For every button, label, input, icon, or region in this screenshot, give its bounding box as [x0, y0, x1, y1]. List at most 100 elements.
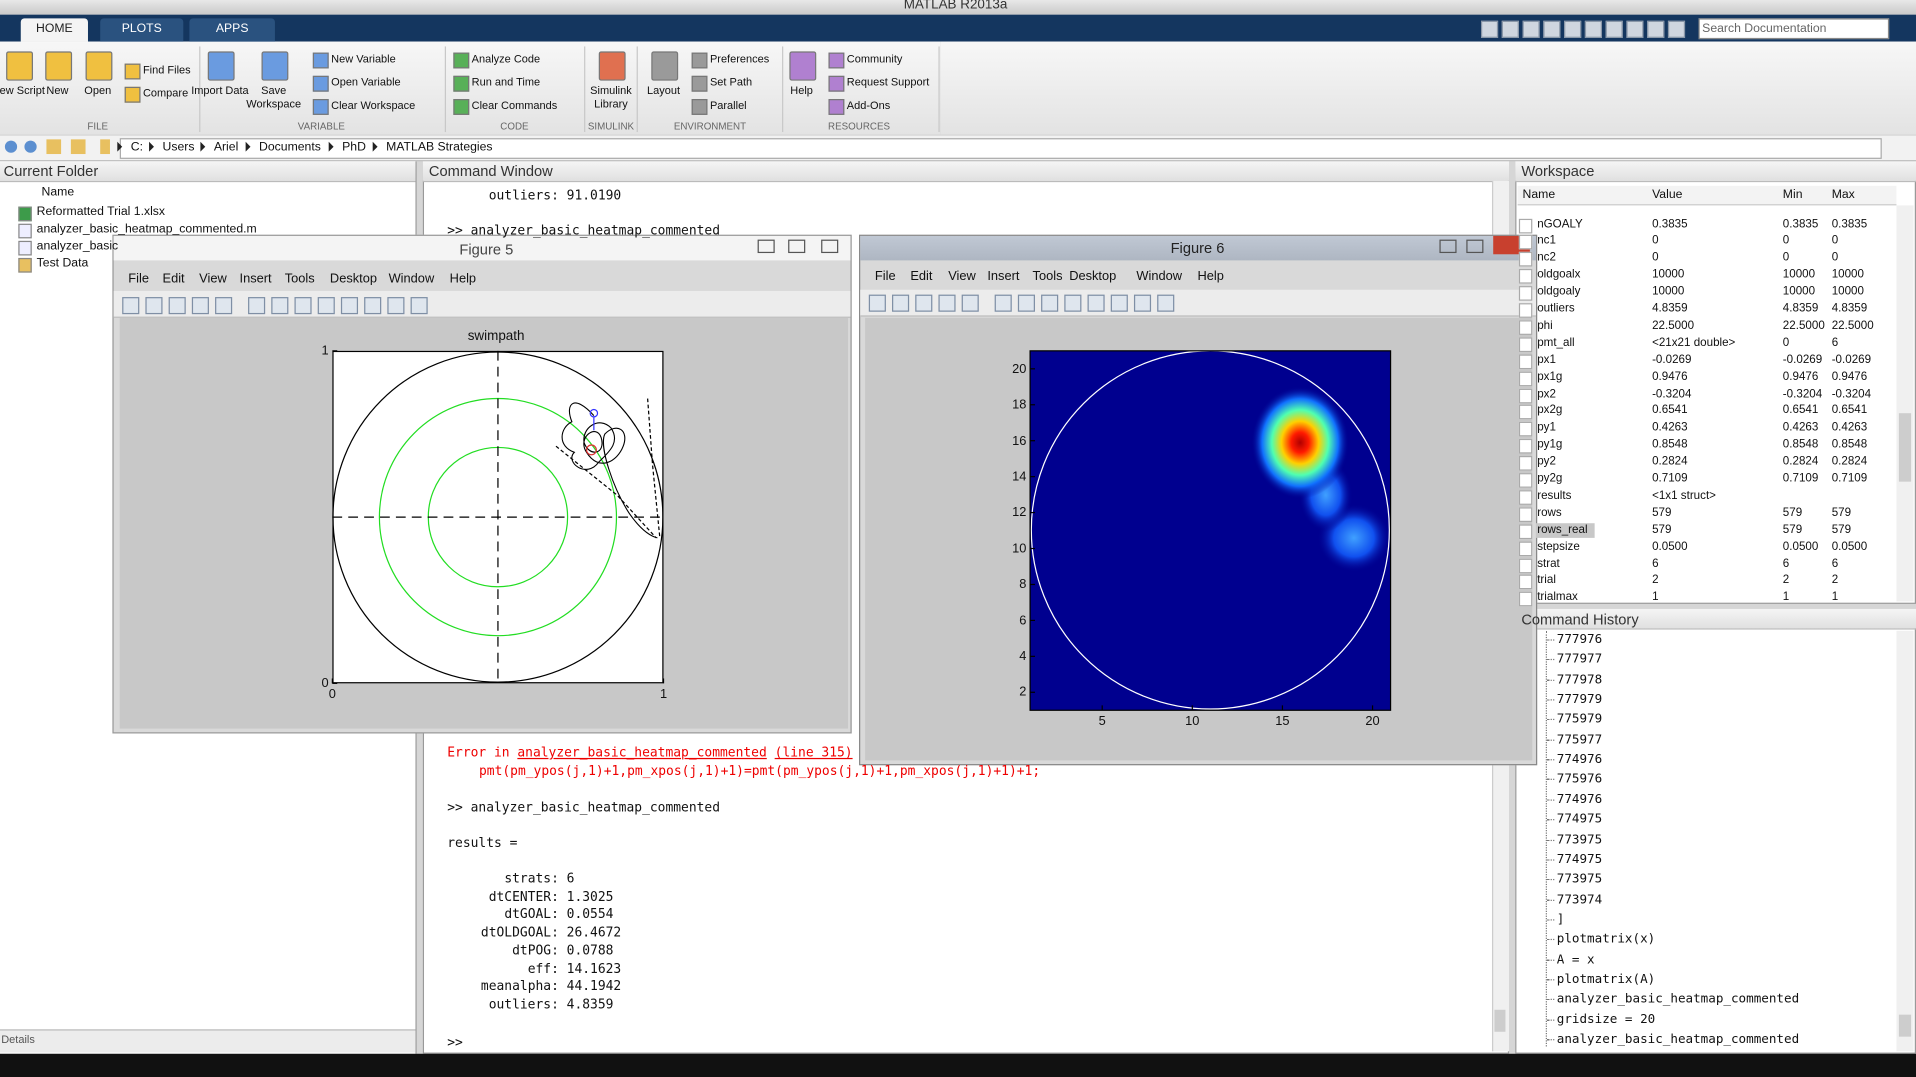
menu-item[interactable]: Window — [388, 271, 435, 287]
button-icon[interactable] — [789, 51, 817, 81]
toolbar-icon[interactable] — [938, 294, 956, 312]
button-label[interactable]: Request Support — [846, 75, 930, 89]
history-entry[interactable]: 773974 — [1556, 891, 1603, 907]
history-entry[interactable]: 777978 — [1556, 671, 1603, 687]
toolbar-icon[interactable] — [387, 297, 405, 315]
cell[interactable]: strat — [1537, 556, 1560, 571]
history-entry[interactable]: 777976 — [1556, 632, 1603, 647]
history-entry[interactable]: 777979 — [1556, 691, 1603, 707]
toolbar-icon[interactable] — [994, 294, 1012, 312]
history-entry[interactable]: plotmatrix(A) — [1556, 971, 1656, 987]
button-label[interactable]: New — [46, 84, 69, 97]
button-icon[interactable] — [453, 75, 470, 92]
button-icon[interactable] — [828, 99, 845, 115]
button-icon[interactable] — [124, 63, 141, 80]
column-header[interactable]: Name — [1522, 188, 1556, 202]
toolbar-icon[interactable] — [122, 297, 140, 315]
toolbar-icon[interactable] — [1087, 294, 1105, 312]
menu-item[interactable]: Edit — [162, 271, 185, 287]
toolbar-icon[interactable] — [340, 297, 359, 315]
tab[interactable] — [20, 18, 88, 42]
quick-access-icon[interactable] — [1501, 20, 1519, 38]
button-label[interactable]: Add-Ons — [846, 99, 891, 112]
button-icon[interactable] — [312, 99, 329, 115]
toolbar-icon[interactable] — [215, 297, 233, 315]
nav-back[interactable] — [4, 140, 18, 153]
button-label[interactable]: Save Workspace — [246, 84, 302, 111]
menu-item[interactable]: Desktop — [1069, 268, 1117, 284]
history-entry[interactable]: 773975 — [1556, 871, 1603, 887]
toolbar-icon[interactable] — [868, 294, 886, 312]
button-icon[interactable] — [828, 75, 845, 92]
column-header[interactable]: Min — [1782, 188, 1803, 202]
window-control[interactable] — [757, 239, 775, 254]
column-header[interactable]: Value — [1652, 188, 1683, 202]
window-control[interactable] — [788, 239, 806, 254]
history-entry[interactable]: 774976 — [1556, 751, 1603, 767]
button-icon[interactable] — [453, 99, 470, 115]
error-line-link[interactable]: (line 315) — [774, 745, 853, 761]
button-label[interactable]: Open Variable — [331, 75, 401, 89]
button-icon[interactable] — [207, 51, 235, 81]
nav-forward[interactable] — [24, 140, 37, 153]
toolbar-icon[interactable] — [892, 294, 910, 312]
history-entry[interactable]: 777977 — [1556, 651, 1603, 667]
quick-access-icon[interactable] — [1480, 20, 1499, 38]
cell[interactable]: trialmax — [1537, 590, 1578, 605]
button-label[interactable]: Preferences — [709, 52, 770, 65]
button-icon[interactable] — [312, 75, 329, 92]
cell[interactable]: nGOALY — [1537, 216, 1583, 231]
history-entry[interactable]: plotmatrix(x) — [1556, 931, 1656, 947]
history-entry[interactable]: analyzer_basic_heatmap_commented — [1556, 1031, 1800, 1047]
scroll-thumb[interactable] — [1898, 413, 1912, 482]
toolbar-icon[interactable] — [248, 297, 266, 315]
button-icon[interactable] — [691, 99, 708, 115]
browse[interactable] — [70, 139, 86, 155]
error-link[interactable]: analyzer_basic_heatmap_commented — [517, 745, 767, 761]
menu-item[interactable]: Desktop — [329, 271, 378, 287]
toolbar-icon[interactable] — [1041, 294, 1059, 312]
path-segment[interactable]: PhD — [342, 140, 366, 155]
cell[interactable]: nc1 — [1537, 233, 1556, 248]
button-label[interactable]: Find Files — [142, 63, 191, 76]
window-control[interactable] — [1439, 239, 1457, 254]
button-icon[interactable] — [598, 51, 626, 81]
path-segment[interactable]: C: — [130, 140, 143, 155]
window-control[interactable] — [821, 239, 839, 254]
quick-access-icon[interactable] — [1667, 20, 1686, 38]
button-icon[interactable] — [828, 52, 845, 69]
toolbar-icon[interactable] — [294, 297, 312, 315]
button-label[interactable]: Community — [846, 52, 903, 65]
button-label[interactable]: Run and Time — [471, 75, 541, 89]
menu-item[interactable]: Tools — [1032, 268, 1063, 284]
file-name[interactable]: analyzer_basic_heatmap_commented.m — [36, 222, 257, 236]
history-entry[interactable]: analyzer_basic_heatmap_commented — [1556, 991, 1800, 1007]
toolbar-icon[interactable] — [1064, 294, 1082, 312]
cell[interactable]: py2 — [1537, 454, 1556, 469]
cell[interactable]: results — [1537, 488, 1572, 503]
file-name[interactable]: analyzer_basic — [36, 239, 119, 254]
cell[interactable]: trial — [1537, 573, 1556, 588]
cell[interactable]: rows_real — [1537, 522, 1588, 537]
quick-access-icon[interactable] — [1605, 20, 1623, 38]
tab-label[interactable]: APPS — [215, 22, 249, 36]
menu-item[interactable]: File — [128, 271, 149, 287]
cell[interactable]: py1 — [1537, 420, 1556, 435]
menu-item[interactable]: Tools — [284, 271, 315, 287]
cell[interactable]: pmt_all — [1537, 335, 1575, 350]
button-icon[interactable] — [85, 51, 113, 81]
cell[interactable]: stepsize — [1537, 539, 1580, 554]
tab[interactable] — [100, 18, 184, 42]
history-entry[interactable]: 774975 — [1556, 851, 1603, 867]
menu-item[interactable]: Insert — [987, 268, 1020, 284]
path-segment[interactable]: MATLAB Strategies — [386, 140, 493, 155]
button-icon[interactable] — [261, 51, 289, 81]
toolbar-icon[interactable] — [145, 297, 163, 315]
file-name[interactable]: Test Data — [36, 256, 89, 271]
prompt[interactable]: >> — [447, 1035, 463, 1051]
toolbar-icon[interactable] — [1110, 294, 1128, 312]
file-name[interactable]: Reformatted Trial 1.xlsx — [36, 205, 166, 219]
history-entry[interactable]: 773975 — [1556, 831, 1603, 847]
menu-item[interactable]: File — [874, 268, 896, 284]
menu-item[interactable]: View — [199, 271, 227, 287]
